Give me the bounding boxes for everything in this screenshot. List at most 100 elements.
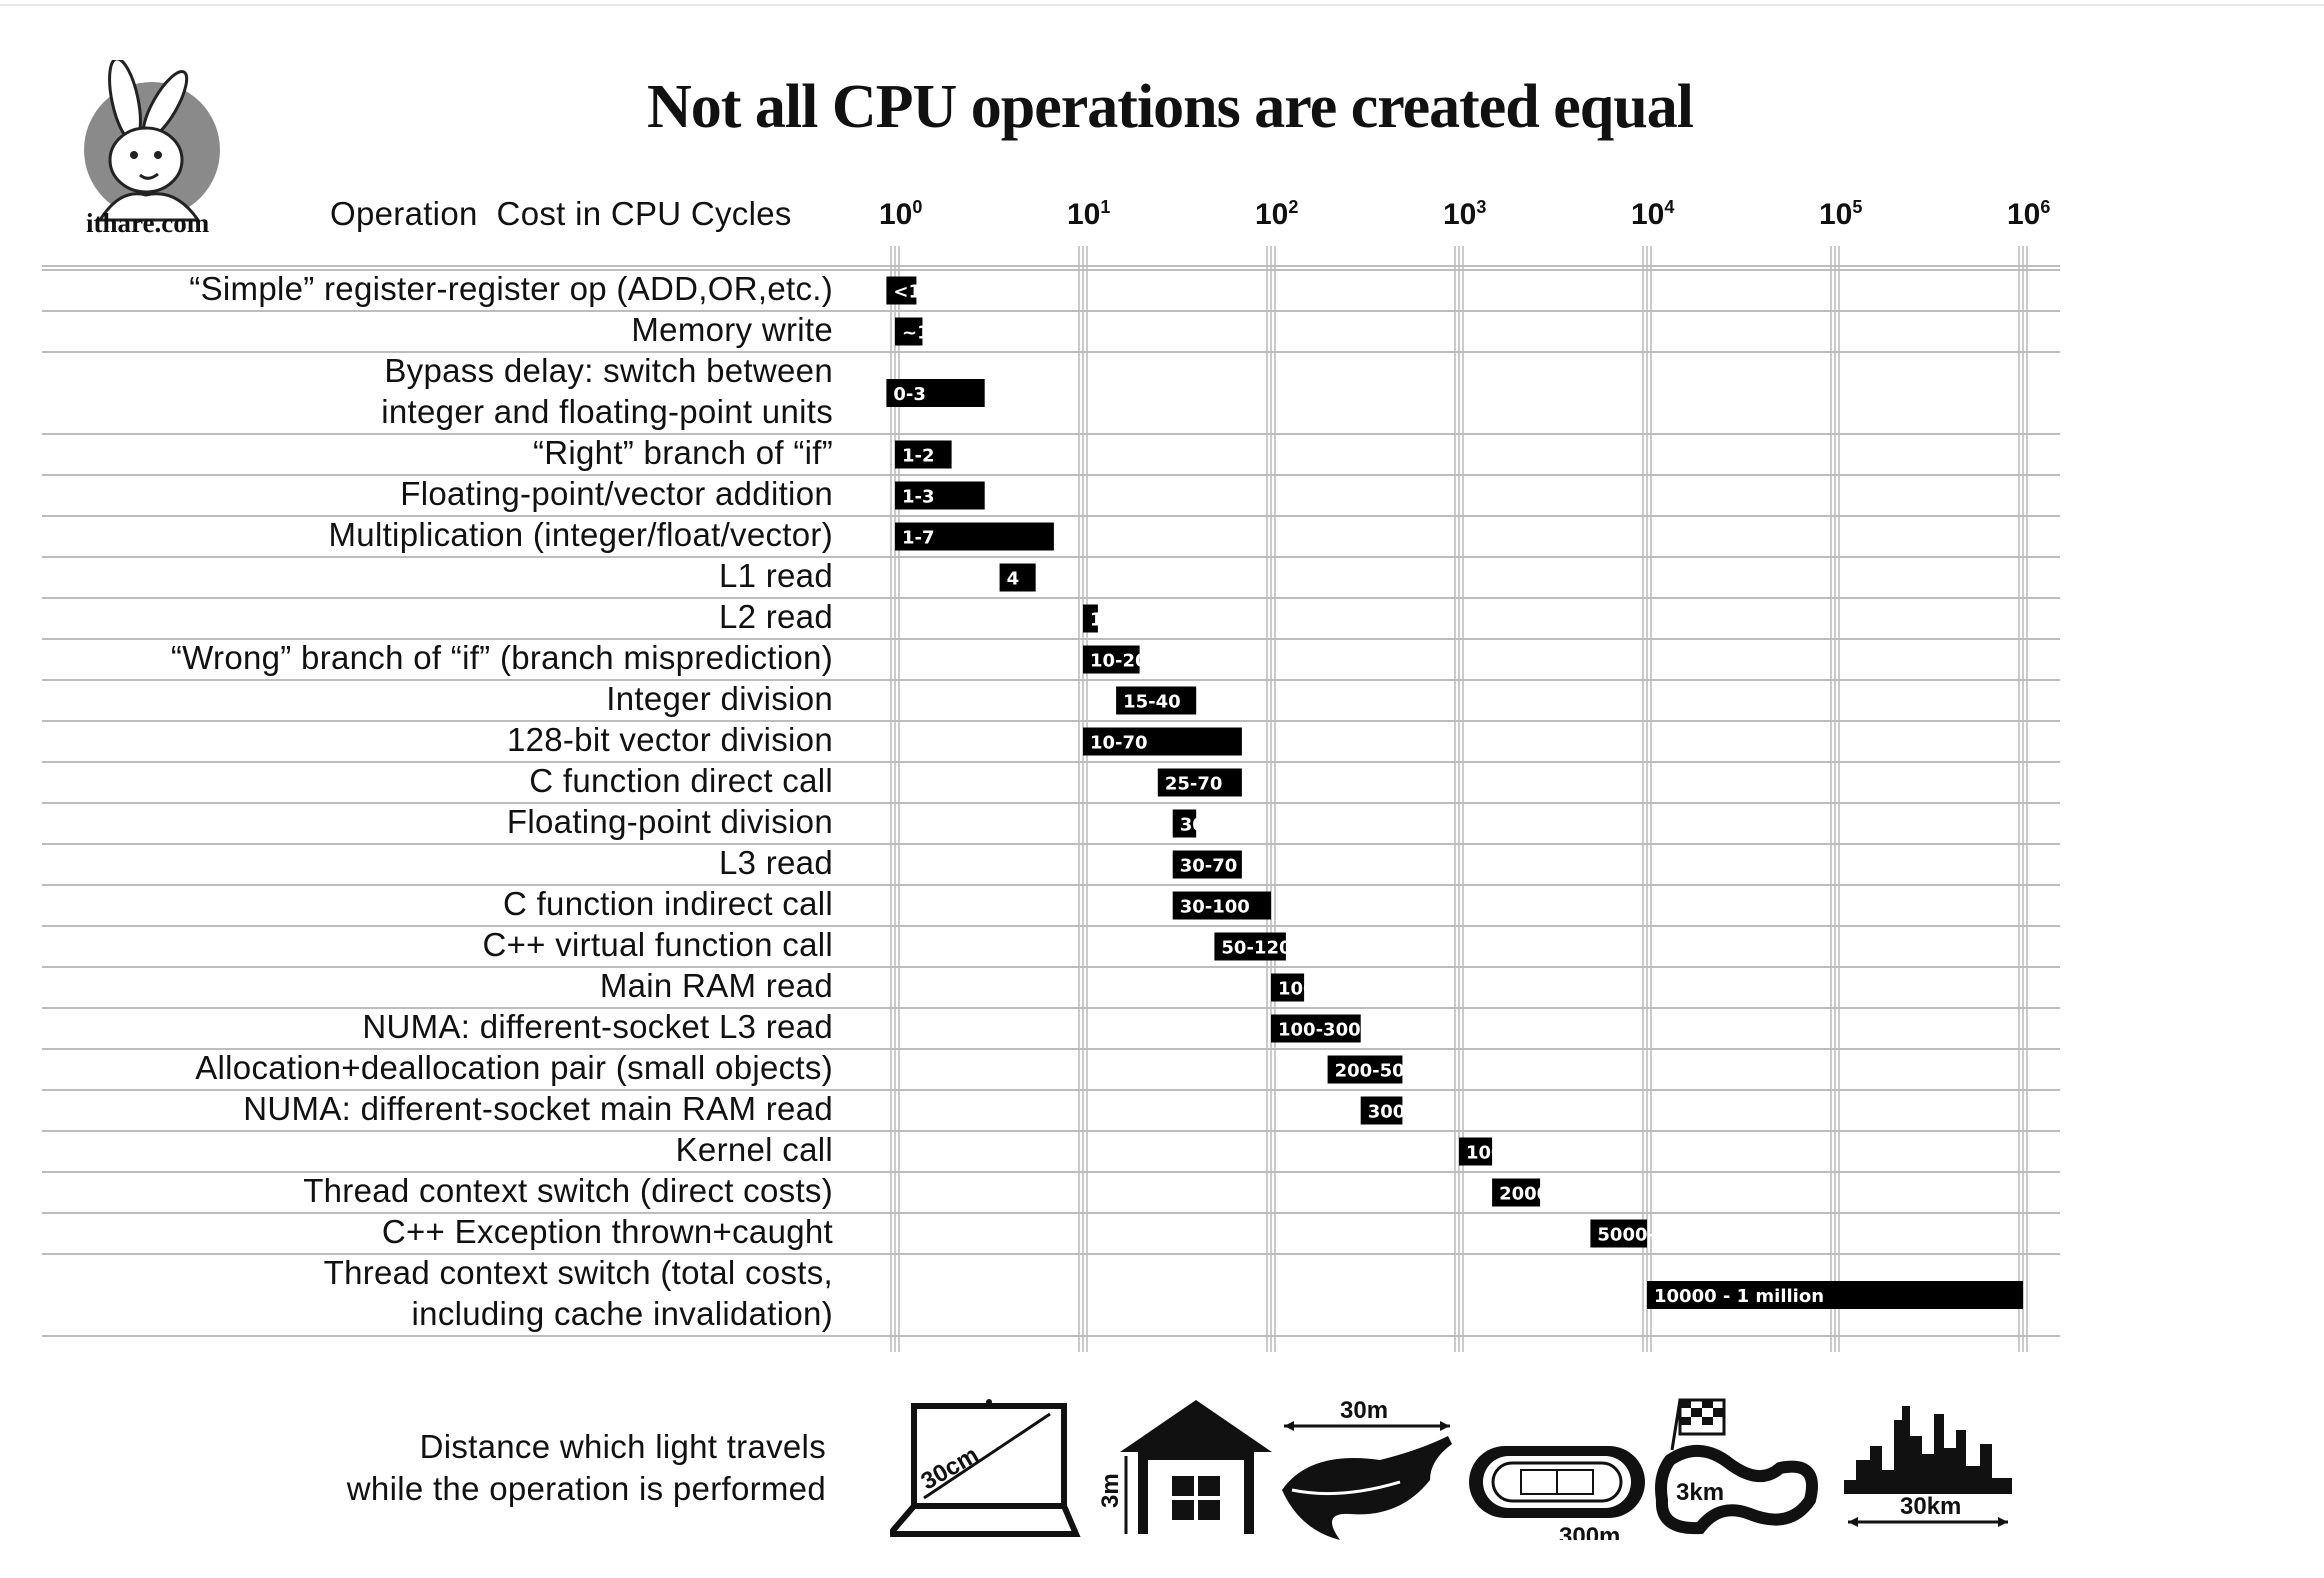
row-label: NUMA: different-socket main RAM read — [243, 1090, 833, 1127]
cost-bar — [1459, 1137, 1493, 1166]
cost-bar — [895, 440, 952, 469]
stadium-icon: 300m — [1469, 1446, 1645, 1540]
row-label: C function indirect call — [503, 885, 833, 922]
cost-bar — [1271, 973, 1305, 1002]
row-label: L3 read — [719, 844, 833, 881]
cost-bar — [1327, 1055, 1403, 1084]
x-tick-label: 105 — [1819, 197, 1862, 231]
cost-bar — [1116, 686, 1197, 715]
cost-bar — [1492, 1178, 1541, 1207]
bar-value-label: ~1 — [902, 323, 930, 344]
x-tick-label: 101 — [1067, 197, 1110, 231]
house-icon: 3m — [1097, 1400, 1272, 1534]
bar-value-label: 10-20 — [1090, 651, 1148, 672]
distance-label-city: 30km — [1900, 1493, 1961, 1520]
bar-value-label: 50-120 — [1221, 938, 1291, 959]
cost-bar — [895, 522, 1054, 551]
bar-value-label: 1-2 — [902, 446, 935, 467]
bar-value-label: 30-40 — [1180, 815, 1238, 836]
row-label: “Simple” register-register op (ADD,OR,et… — [189, 270, 833, 307]
row-label: Allocation+deallocation pair (small obje… — [195, 1049, 833, 1086]
bar-value-label: 1-7 — [902, 528, 935, 549]
row-label: Multiplication (integer/float/vector) — [329, 516, 833, 553]
bar-value-label: 30-70 — [1180, 856, 1238, 877]
row-label: “Wrong” branch of “if” (branch mispredic… — [171, 639, 833, 676]
row-label: Floating-point division — [507, 803, 833, 840]
cost-bar — [895, 481, 985, 510]
rabbit-mascot-icon — [84, 60, 220, 222]
distance-label-race-track: 3km — [1676, 1479, 1724, 1506]
cost-bar — [1172, 809, 1197, 838]
bar-value-label: 10-70 — [1090, 733, 1148, 754]
bar-value-label: 1-3 — [902, 487, 935, 508]
column-header-label: Operation Cost in CPU Cycles — [330, 195, 792, 232]
row-label: L2 read — [719, 598, 833, 635]
bar-value-label: 0-3 — [893, 384, 926, 405]
cost-bar — [1172, 850, 1242, 879]
cost-bar — [1271, 1014, 1361, 1043]
bar-value-label: 15-40 — [1123, 692, 1181, 713]
row-label: Kernel call — [676, 1131, 833, 1168]
bar-value-label: 1000-1500 — [1466, 1143, 1574, 1164]
distance-icons: 30cm 3m 30m 300m 3km — [890, 1397, 2012, 1540]
bar-value-label: 100-300 — [1278, 1020, 1361, 1041]
logo-text: ithare.com — [86, 208, 210, 238]
bar-value-label: <1 — [893, 282, 921, 303]
cost-bar — [1157, 768, 1242, 797]
row-label: C++ Exception thrown+caught — [382, 1213, 833, 1250]
cost-bar — [1172, 891, 1271, 920]
laptop-icon: 30cm — [890, 1399, 1081, 1537]
row-label: Thread context switch (direct costs) — [303, 1172, 833, 1209]
cost-bar — [1590, 1219, 1647, 1248]
distance-label-stadium: 300m — [1559, 1523, 1620, 1540]
row-label: Main RAM read — [600, 967, 833, 1004]
bar-value-label: 25-70 — [1165, 774, 1223, 795]
distance-label-house: 3m — [1097, 1473, 1124, 1508]
cost-bar — [895, 317, 923, 346]
row-label: “Right” branch of “if” — [533, 434, 833, 471]
bar-value-label: 10000 - 1 million — [1654, 1286, 1824, 1307]
cost-bar — [1083, 645, 1140, 674]
light-distance-label: Distance which light travels while the o… — [160, 1426, 826, 1510]
cost-bar — [1083, 604, 1098, 633]
race-track-icon: 3km — [1655, 1398, 1818, 1535]
row-label: including cache invalidation) — [412, 1295, 833, 1332]
x-tick-label: 104 — [1631, 197, 1674, 231]
cost-bar — [886, 276, 917, 305]
cost-bar — [1083, 727, 1242, 756]
cost-bar — [886, 379, 985, 407]
row-label: Floating-point/vector addition — [400, 475, 833, 512]
bar-value-label: 4 — [1007, 569, 1020, 590]
bar-value-label: 5000-10000 — [1597, 1225, 1717, 1246]
light-distance-line-1: Distance which light travels — [419, 1428, 826, 1465]
bar-value-label: 300-500 — [1368, 1102, 1451, 1123]
x-tick-label: 106 — [2007, 197, 2050, 231]
cost-bar — [999, 563, 1036, 592]
bar-value-label: 200-500 — [1335, 1061, 1418, 1082]
city-skyline-icon: 30km — [1844, 1406, 2012, 1527]
row-label: integer and floating-point units — [381, 393, 833, 430]
row-label: 128-bit vector division — [507, 721, 833, 758]
light-distance-line-2: while the operation is performed — [346, 1470, 826, 1507]
chart-title: Not all CPU operations are created equal — [647, 73, 1694, 141]
x-tick-label: 103 — [1443, 197, 1486, 231]
row-label: Thread context switch (total costs, — [324, 1254, 833, 1291]
bar-value-label: 100-150 — [1278, 979, 1361, 1000]
cost-bar — [1214, 932, 1286, 961]
row-label: C function direct call — [529, 762, 833, 799]
bar-value-label: 30-100 — [1180, 897, 1250, 918]
row-label: L1 read — [719, 557, 833, 594]
whale-icon: 30m — [1282, 1397, 1452, 1540]
x-tick-label: 102 — [1255, 197, 1298, 231]
row-label: Memory write — [631, 311, 833, 348]
row-label: NUMA: different-socket L3 read — [362, 1008, 833, 1045]
distance-label-whale: 30m — [1340, 1397, 1388, 1424]
row-label: C++ virtual function call — [482, 926, 833, 963]
cost-chart: 100 101 102 103 104 105 106 “Simple” register-r… — [42, 197, 2060, 1352]
top-rule — [0, 4, 2324, 6]
row-label: Integer division — [606, 680, 833, 717]
x-tick-label: 100 — [879, 197, 922, 231]
cost-bar — [1647, 1281, 2023, 1309]
bar-value-label: 10-12 — [1090, 610, 1148, 631]
bar-value-label: 2000 — [1499, 1184, 1549, 1205]
